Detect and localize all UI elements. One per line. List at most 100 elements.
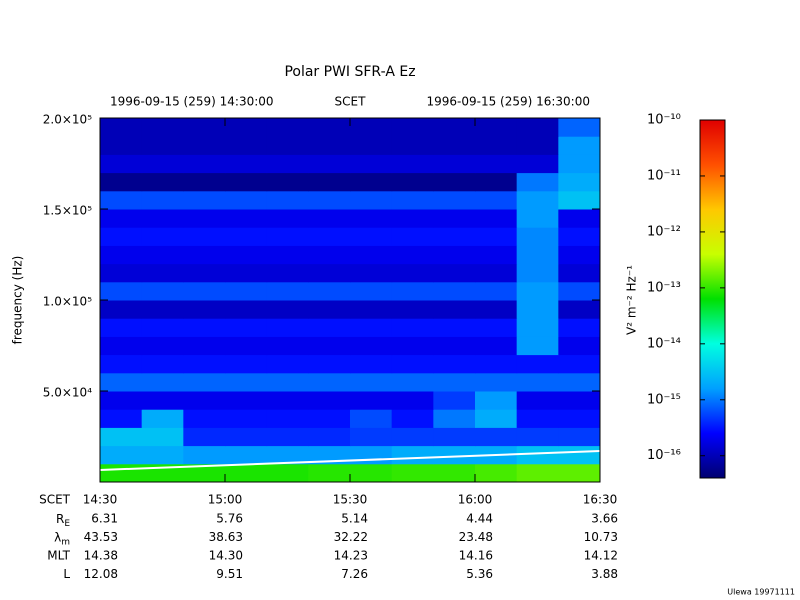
spectrogram-cell [433,354,476,374]
spectrogram-cell [225,281,268,301]
spectrogram-cell [141,445,184,465]
spectrogram-cell [433,427,476,447]
spectrogram-cell [558,227,601,246]
y-tick-label: 1.0×10⁵ [43,295,92,309]
spectrogram-cell [475,136,518,155]
spectrogram-cell [558,445,601,465]
spectrogram-cell [266,118,309,137]
spectrogram-cell [308,245,351,265]
spectrogram-cell [516,245,559,265]
spectrogram-cell [225,463,268,483]
ephemeris-value: 3.66 [591,512,618,526]
ephemeris-value: 7.26 [341,567,368,581]
spectrogram-cell [558,409,601,428]
ephemeris-label-text: R [56,512,64,526]
spectrogram-cell [516,318,559,337]
spectrogram-cell [516,372,559,392]
spectrogram-cell [266,227,309,246]
spectrogram-cell [183,227,226,246]
spectrogram-cell [308,300,351,319]
spectrogram-cell [183,336,226,356]
spectrogram-cell [516,209,559,228]
spectrogram-cell [475,190,518,210]
spectrogram-cell [391,118,434,137]
ephemeris-label-sub: E [64,519,70,529]
spectrogram-cell [141,154,184,174]
spectrogram-cell [308,318,351,337]
spectrogram-cell [308,427,351,447]
spectrogram-cell [391,263,434,283]
spectrogram-cell [350,118,393,137]
spectrogram-cell [225,227,268,246]
spectrogram-cell [391,281,434,301]
spectrogram-cell [141,263,184,283]
spectrogram-cell [516,227,559,246]
spectrogram-cell [433,209,476,228]
spectrogram-cell [225,190,268,210]
spectrogram-cell [475,209,518,228]
spectrogram-cell [141,245,184,265]
spectrogram-cell [433,245,476,265]
spectrogram-cell [433,281,476,301]
spectrogram-cell [225,318,268,337]
spectrogram-cell [350,281,393,301]
spectrogram-cell [183,263,226,283]
spectrogram-cell [100,118,143,137]
spectrogram-cell [350,263,393,283]
spectrogram-cell [225,409,268,428]
ephemeris-label-sub: m [61,537,70,547]
spectrogram-cell [266,391,309,410]
spectrogram-cell [266,463,309,483]
spectrogram-cell [100,136,143,155]
spectrogram-cell [183,318,226,337]
spectrogram-cell [558,300,601,319]
spectrogram-cell [308,409,351,428]
x-tick-label: 14:30 [83,493,118,507]
spectrogram-cell [433,136,476,155]
header-start: 1996-09-15 (259) 14:30:00 [110,95,274,109]
x-tick-label: 16:00 [458,493,493,507]
spectrogram-cell [266,409,309,428]
spectrogram-cell [308,354,351,374]
spectrogram-cell [100,391,143,410]
header-end: 1996-09-15 (259) 16:30:00 [426,95,590,109]
spectrogram-cell [308,190,351,210]
spectrogram-cell [558,154,601,174]
spectrogram-cell [141,118,184,137]
spectrogram-cell [100,354,143,374]
spectrogram-cell [391,372,434,392]
ephemeris-label: L [63,567,70,581]
spectrogram-cell [183,372,226,392]
spectrogram-cell [100,172,143,192]
spectrogram-cell [141,409,184,428]
spectrogram-cell [350,190,393,210]
spectrogram-cell [433,336,476,356]
spectrogram-cell [558,336,601,356]
colorbar-tick-label: 10⁻¹¹ [647,168,681,183]
spectrogram-cell [225,209,268,228]
colorbar-tick-label: 10⁻¹⁰ [647,113,681,128]
credit: Ulewa 19971111 [727,588,795,597]
spectrogram-cell [350,409,393,428]
spectrogram-cell [183,154,226,174]
spectrogram-cell [391,190,434,210]
spectrogram-cell [391,300,434,319]
spectrogram-cell [266,445,309,465]
spectrogram-cell [183,409,226,428]
header-scale: SCET [335,95,367,109]
spectrogram-cell [100,318,143,337]
spectrogram-cell [558,263,601,283]
spectrogram-cell [141,281,184,301]
spectrogram-cell [391,136,434,155]
spectrogram-cell [475,336,518,356]
ephemeris-value: 14.30 [209,549,243,563]
spectrogram-cell [475,281,518,301]
spectrogram-cell [475,427,518,447]
spectrogram-cell [100,209,143,228]
spectrogram-cell [141,372,184,392]
spectrogram-cell [391,209,434,228]
spectrogram-cell [558,136,601,155]
spectrogram-cell [475,300,518,319]
spectrogram-cell [350,354,393,374]
